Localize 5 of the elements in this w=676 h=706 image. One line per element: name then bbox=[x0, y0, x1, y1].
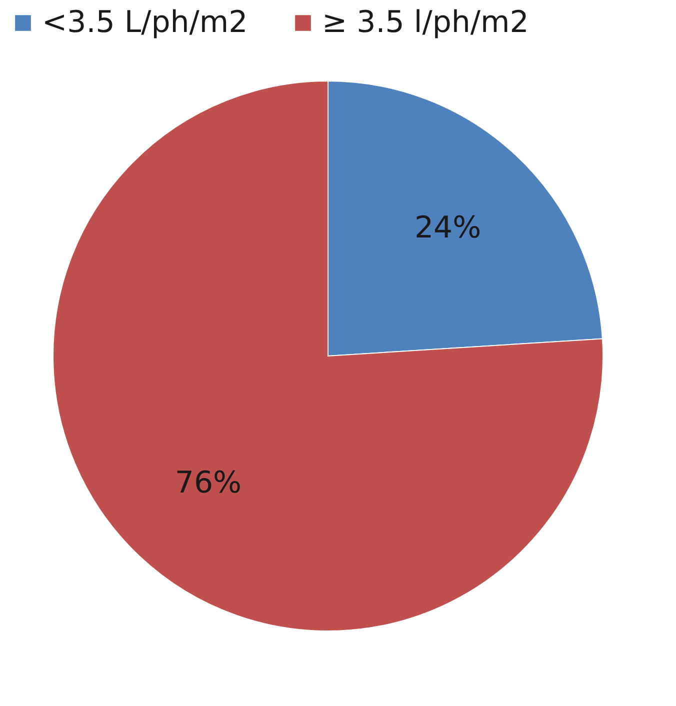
legend-label: <3.5 L/ph/m2 bbox=[42, 5, 248, 40]
data-label: 76% bbox=[174, 466, 242, 501]
pie-slice bbox=[52, 80, 603, 632]
legend-label: ≥ 3.5 l/ph/m2 bbox=[322, 5, 529, 40]
data-label: 24% bbox=[414, 210, 482, 246]
